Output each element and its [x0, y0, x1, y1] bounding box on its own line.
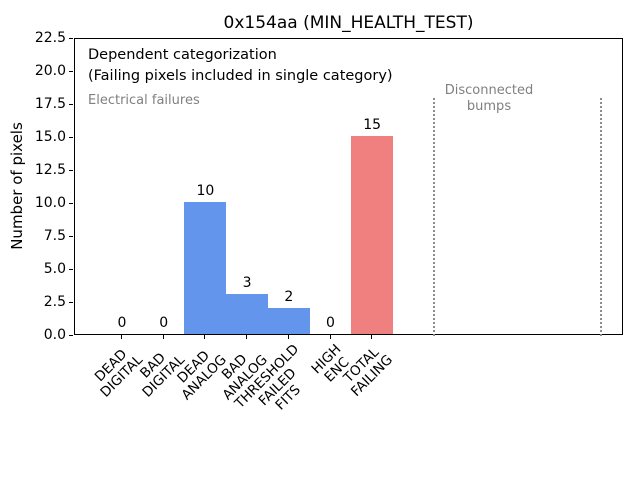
y-tick-label: 17.5: [34, 96, 66, 112]
y-tick-mark: [69, 170, 73, 171]
x-tick-label: TOTAL FAILING: [341, 344, 397, 400]
x-tick-mark: [329, 335, 331, 339]
bar-value-label: 0: [117, 315, 127, 331]
bar-total-failing: [351, 136, 394, 334]
x-tick-mark: [287, 335, 289, 339]
chart-title: 0x154aa (MIN_HEALTH_TEST): [223, 13, 474, 33]
plot-area: Dependent categorization (Failing pixels…: [74, 38, 623, 336]
bar-value-label: 3: [242, 275, 252, 291]
y-tick-mark: [69, 236, 73, 237]
bar-value-label: 0: [159, 315, 169, 331]
annotation-failing-pixels: (Failing pixels included in single categ…: [88, 68, 393, 84]
x-tick-mark: [246, 335, 248, 339]
bar-dead-analog: [184, 202, 227, 334]
annotation-dependent-categorization: Dependent categorization: [88, 47, 277, 63]
y-tick-mark: [69, 269, 73, 270]
y-tick-label: 5.0: [43, 261, 66, 277]
bar-bad-analog: [226, 294, 269, 334]
y-tick-mark: [69, 302, 73, 303]
y-tick-label: 15.0: [34, 129, 66, 145]
y-tick-label: 0.0: [43, 327, 66, 343]
y-tick-label: 20.0: [34, 63, 66, 79]
y-tick-mark: [69, 137, 73, 138]
annotation-electrical-failures: Electrical failures: [88, 93, 200, 108]
y-tick-label: 22.5: [34, 30, 66, 46]
y-tick-label: 2.5: [43, 294, 66, 310]
x-tick-mark: [162, 335, 164, 339]
y-tick-mark: [69, 104, 73, 105]
y-tick-mark: [69, 203, 73, 204]
y-tick-label: 10.0: [34, 195, 66, 211]
y-axis-label: Number of pixels: [8, 122, 26, 250]
disconnected-line2: bumps: [466, 99, 512, 115]
y-tick-label: 7.5: [43, 228, 66, 244]
bar-value-label: 2: [284, 289, 294, 305]
y-tick-mark: [69, 335, 73, 336]
y-tick-label: 12.5: [34, 162, 66, 178]
disconnected-region-line-right: [600, 98, 602, 336]
x-tick-mark: [204, 335, 206, 339]
x-tick-mark: [371, 335, 373, 339]
y-tick-mark: [69, 71, 73, 72]
bar-value-label: 15: [363, 117, 382, 133]
disconnected-region-line-left: [433, 98, 435, 336]
x-tick-mark: [121, 335, 122, 339]
bar-value-label: 10: [196, 183, 215, 199]
disconnected-line1: Disconnected: [444, 83, 534, 98]
y-tick-mark: [69, 38, 73, 39]
bar-threshold-failed-fits: [267, 308, 310, 334]
annotation-disconnected-bumps: Disconnected bumps: [445, 83, 533, 116]
bar-value-label: 0: [326, 315, 335, 331]
